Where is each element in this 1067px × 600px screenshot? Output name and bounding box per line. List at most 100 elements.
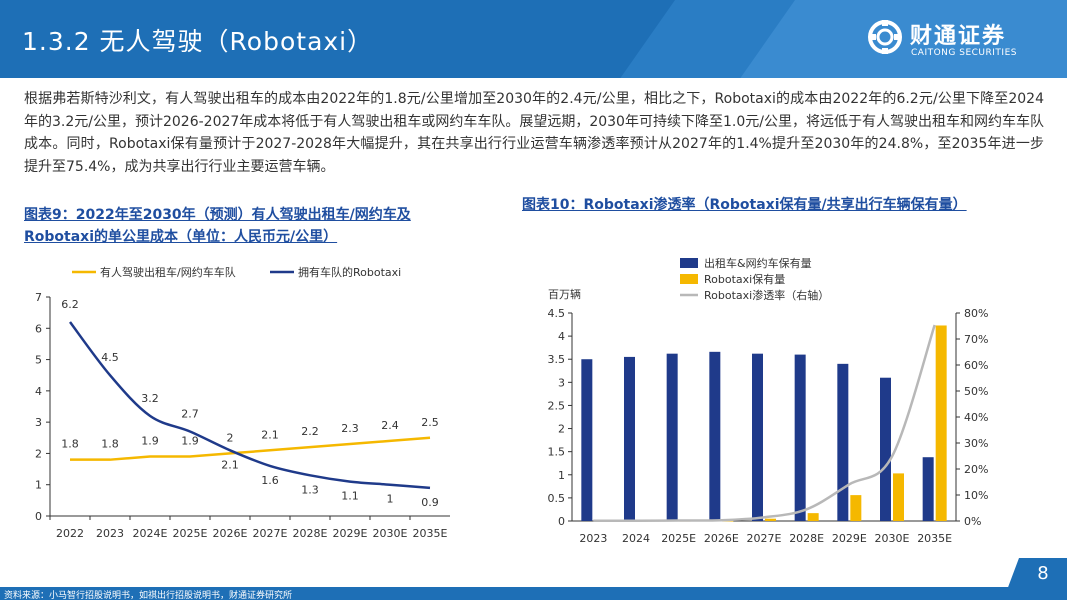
data-label: 2.1 [261,428,279,441]
y-tick-label: 0 [35,510,42,523]
data-label: 1 [387,493,394,506]
x-tick-label: 2028E [789,532,824,545]
x-tick-label: 2023 [96,527,124,540]
y-tick-label: 1.5 [548,446,566,459]
x-tick-label: 2025E [173,527,208,540]
bar-robotaxi-fleet [807,513,819,521]
data-label: 0.9 [421,496,439,509]
y-tick-label: 6 [35,322,42,335]
x-tick-label: 2027E [747,532,782,545]
y-axis-unit-label: 百万辆 [548,287,581,301]
logo-name-cn: 财通证券 [910,24,1007,49]
logo-icon [868,20,902,54]
y-tick-label: 1 [35,479,42,492]
y-tick-label: 3.5 [548,353,566,366]
data-label: 1.6 [261,474,279,487]
bar-taxi-fleet [624,356,635,521]
x-tick-label: 2030E [373,527,408,540]
y-tick-label: 5 [35,354,42,367]
data-label: 1.8 [61,438,79,451]
x-tick-label: 2030E [875,532,910,545]
legend-swatch [680,258,698,268]
data-label: 1.1 [341,490,359,503]
bar-taxi-fleet [666,353,678,521]
y2-tick-label: 20% [964,463,988,476]
company-logo: 财通证券 CAITONG SECURITIES [866,17,1036,65]
bar-taxi-fleet [922,457,934,521]
x-tick-label: 2029E [832,532,867,545]
data-label: 3.2 [141,392,159,405]
bar-robotaxi-fleet [893,473,904,521]
legend-label: Robotaxi渗透率（右轴） [704,288,829,302]
y2-tick-label: 60% [964,359,988,372]
y-tick-label: 0.5 [548,492,566,505]
bar-taxi-fleet [709,351,721,521]
y2-tick-label: 70% [964,333,988,346]
data-label: 1.8 [101,438,119,451]
y2-tick-label: 10% [964,489,988,502]
page-number-text: 8 [1037,563,1049,584]
x-tick-label: 2035E [413,527,448,540]
figure10-title: 图表10：Robotaxi渗透率（Robotaxi保有量/共享出行车辆保有量） [522,197,967,213]
series-line [70,436,431,461]
x-tick-label: 2035E [917,532,952,545]
legend-label: 有人驾驶出租车/网约车车队 [100,265,236,279]
footer-bar [0,587,1067,600]
bar-robotaxi-fleet [850,495,862,521]
header-banner: 1.3.2 无人驾驶（Robotaxi） 财通证券 CAITONG SECURI… [0,0,1067,78]
x-tick-label: 2024 [622,532,650,545]
x-tick-label: 2026E [213,527,248,540]
data-label: 2.1 [221,458,239,471]
page-title: 1.3.2 无人驾驶（Robotaxi） [22,27,374,56]
y-tick-label: 2 [558,423,565,436]
y-tick-label: 4 [35,385,42,398]
legend-label: 出租车&网约车保有量 [704,256,812,270]
legend-label: 拥有车队的Robotaxi [298,265,401,279]
legend-label: Robotaxi保有量 [704,272,785,286]
y2-tick-label: 80% [964,307,988,320]
y-tick-label: 3 [558,376,565,389]
x-tick-label: 2022 [56,527,84,540]
figure9-title: 图表9：2022年至2030年（预测）有人驾驶出租车/网约车及Robotaxi的… [24,207,411,245]
data-label: 2.2 [301,425,319,438]
bar-robotaxi-fleet [935,325,947,521]
y-tick-label: 3 [35,416,42,429]
bar-taxi-fleet [837,363,849,521]
y2-tick-label: 30% [964,437,988,450]
penetration-rate-line [593,324,936,523]
x-tick-label: 2023 [579,532,607,545]
y-tick-label: 4.5 [548,307,566,320]
data-label: 4.5 [101,351,119,364]
robotaxi-penetration-combo-chart: 出租车&网约车保有量 Robotaxi保有量 Robotaxi渗透率（右轴） 百万辆 0… [548,256,989,545]
data-label: 2.5 [421,416,439,429]
body-paragraph: 根据弗若斯特沙利文，有人驾驶出租车的成本由2022年的1.8元/公里增加至203… [24,91,1044,175]
y2-tick-label: 50% [964,385,988,398]
y-tick-label: 1 [558,469,565,482]
x-tick-label: 2027E [253,527,288,540]
x-tick-label: 2029E [333,527,368,540]
data-label: 2.7 [181,408,199,421]
data-label: 1.9 [181,435,199,448]
y-tick-label: 7 [35,291,42,304]
source-note: 资料来源：小马智行招股说明书，如祺出行招股说明书，财通证券研究所 [4,591,293,600]
x-tick-label: 2026E [704,532,739,545]
y-tick-label: 0 [558,515,565,528]
bar-taxi-fleet [752,353,763,521]
data-label: 6.2 [61,298,79,311]
data-label: 2 [227,431,234,444]
y-tick-label: 4 [558,330,565,343]
data-label: 2.3 [341,422,359,435]
bar-taxi-fleet [880,377,891,521]
y2-tick-label: 0% [964,515,981,528]
y2-tick-label: 40% [964,411,988,424]
page-number: 8 [1007,558,1067,590]
bar-taxi-fleet [581,359,593,521]
y-tick-label: 2 [35,447,42,460]
series-line [69,321,431,490]
legend-swatch [680,274,698,284]
x-tick-label: 2024E [133,527,168,540]
data-label: 2.4 [381,419,399,432]
x-tick-label: 2028E [293,527,328,540]
data-label: 1.3 [301,483,319,496]
